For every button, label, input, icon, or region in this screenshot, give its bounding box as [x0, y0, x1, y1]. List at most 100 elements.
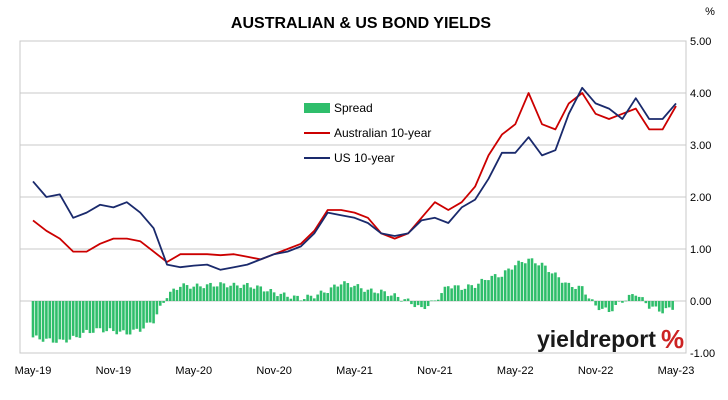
spread-bar [98, 301, 102, 329]
spread-bar [373, 292, 376, 301]
spread-bar [118, 301, 122, 332]
spread-bar [302, 299, 306, 301]
spread-bar [199, 286, 202, 301]
spread-bar [557, 277, 561, 301]
spread-bar [192, 286, 196, 301]
spread-bar [195, 283, 199, 301]
spread-bar [68, 301, 72, 340]
spread-bar [671, 301, 674, 310]
x-tick-label: Nov-21 [417, 365, 452, 377]
spread-bar [105, 301, 108, 332]
spread-bar [132, 301, 135, 330]
spread-bar [75, 301, 78, 338]
spread-bar [272, 292, 276, 301]
logo-wordmark: yieldreport [537, 326, 656, 352]
spread-bar [323, 292, 326, 301]
x-tick-label: May-19 [15, 365, 52, 377]
x-tick-label: May-21 [336, 365, 373, 377]
spread-bar [587, 298, 591, 301]
spread-bar [436, 299, 440, 301]
spread-bar [91, 301, 95, 333]
yield-lines [32, 86, 677, 271]
spread-bar [450, 288, 453, 301]
spread-bar [637, 296, 641, 301]
spread-bar [215, 286, 219, 301]
spread-bar [614, 301, 618, 305]
spread-bar [544, 265, 547, 301]
spread-bar [165, 298, 169, 301]
spread-bar [202, 288, 206, 301]
spread-bar [282, 292, 286, 301]
spread-bar [463, 288, 467, 301]
spread-bar [403, 299, 407, 301]
spread-bar [85, 301, 88, 330]
spread-bar [621, 301, 624, 303]
spread-bar [148, 301, 152, 323]
spread-bar [108, 301, 112, 329]
spread-bar [232, 282, 236, 301]
spread-bar [125, 301, 129, 335]
spread-bar [604, 301, 607, 308]
spread-bar [607, 301, 611, 312]
spread-bar [38, 301, 41, 340]
spread-bar [513, 265, 517, 301]
spread-bar [517, 260, 520, 301]
y-axis-unit: % [705, 6, 715, 18]
spread-bar [647, 301, 651, 309]
spread-bar [142, 301, 145, 329]
y-axis: 5.00 4.00 3.00 2.00 1.00 0.00 -1.00 [690, 36, 715, 360]
spread-bar [661, 301, 664, 314]
spread-bar [155, 301, 159, 315]
x-tick-label: Nov-19 [96, 365, 131, 377]
spread-bar [457, 285, 460, 301]
spread-bar [205, 284, 209, 301]
spread-bar [480, 278, 484, 301]
spread-bar [319, 290, 323, 301]
spread-bar [189, 288, 192, 301]
spread-bar [349, 287, 353, 301]
spread-bar [376, 293, 380, 301]
spread-bar [31, 301, 35, 338]
spread-bar [470, 285, 474, 301]
x-tick-label: Nov-20 [256, 365, 291, 377]
spread-bar [242, 284, 246, 301]
spread-bar [393, 293, 396, 301]
spread-bar [279, 293, 283, 301]
spread-bar [580, 286, 584, 301]
spread-bar [611, 301, 614, 312]
spread-bar [657, 301, 661, 312]
x-tick-label: May-23 [658, 365, 695, 377]
spread-bar [256, 285, 259, 301]
spread-bar [406, 298, 410, 301]
spread-bar [443, 286, 447, 301]
y-tick-label: -1.00 [690, 348, 715, 360]
spread-bar [41, 301, 45, 342]
legend: Spread Australian 10-year US 10-year [304, 101, 431, 165]
spread-bar [249, 287, 252, 301]
spread-bar [65, 301, 68, 343]
legend-label-us-10y: US 10-year [334, 151, 395, 165]
spread-bar [182, 283, 186, 301]
spread-bar [45, 301, 48, 339]
spread-bar [58, 301, 62, 340]
spread-bar [413, 301, 417, 308]
spread-bar [507, 268, 510, 301]
legend-label-australian-10y: Australian 10-year [334, 126, 431, 140]
y-tick-label: 2.00 [690, 192, 711, 204]
spread-bar [627, 294, 631, 301]
spread-bar [128, 301, 132, 335]
spread-bar [162, 301, 165, 303]
spread-bar [446, 286, 450, 301]
spread-bar [246, 283, 249, 301]
x-tick-label: May-22 [497, 365, 534, 377]
spread-bar [212, 286, 216, 301]
spread-bar [410, 301, 413, 305]
spread-bar [426, 301, 430, 307]
spread-bar [567, 282, 571, 301]
spread-bar [61, 301, 65, 340]
spread-bar [560, 282, 564, 301]
spread-bar [269, 288, 273, 301]
spread-bar [169, 291, 172, 301]
spread-bar [296, 295, 299, 301]
spread-bar [369, 288, 373, 301]
